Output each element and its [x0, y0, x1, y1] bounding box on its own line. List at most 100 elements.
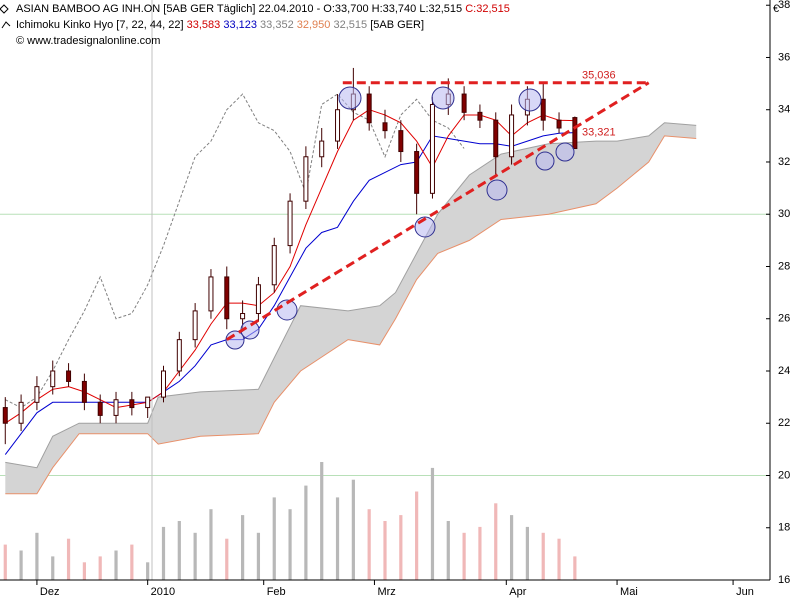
volume-bar: [209, 509, 213, 580]
candle-body: [50, 370, 56, 388]
y-tick-label: 38: [778, 0, 790, 11]
volume-bar: [177, 521, 181, 580]
x-tick-label: Jun: [736, 586, 754, 598]
volume-bar: [509, 515, 514, 580]
touch-circle: [518, 88, 542, 112]
candle-body: [97, 401, 103, 416]
y-tick-label: 32: [778, 156, 790, 168]
volume-bar: [573, 556, 577, 580]
touch-circle: [338, 86, 362, 110]
indicator-value: 32,515: [333, 19, 367, 31]
volume-bar: [478, 526, 482, 580]
touch-circle: [555, 142, 575, 162]
volume-bar: [541, 532, 545, 580]
volume-bar: [335, 497, 340, 580]
volume-bar: [430, 467, 435, 580]
span-a-line: [5, 122, 697, 469]
indicator-value: 33,123: [223, 19, 257, 31]
candle-body: [224, 276, 230, 320]
candle-body: [509, 114, 515, 158]
y-tick-label: 20: [778, 469, 790, 481]
header-line: ASIAN BAMBOO AG INH.ON [5AB GER Täglich]…: [16, 3, 510, 15]
candle-body: [556, 119, 562, 129]
annotation-label: 35,036: [582, 70, 616, 82]
touch-circle: [431, 86, 455, 110]
candle-body: [66, 370, 72, 382]
x-tick-label: Apr: [509, 586, 526, 598]
candle-body: [540, 98, 546, 121]
candle-body: [303, 156, 309, 202]
candle-body: [2, 407, 8, 424]
volume-bar: [272, 497, 276, 580]
volume-bar: [288, 509, 292, 580]
y-tick-label: 18: [778, 522, 790, 534]
candle-body: [81, 380, 87, 403]
volume-bar: [193, 532, 197, 580]
volume-bar: [3, 544, 7, 580]
candle-body: [255, 284, 261, 315]
x-tick-label: Feb: [267, 586, 286, 598]
y-tick-label: 34: [778, 104, 790, 116]
span-b-line: [5, 135, 697, 495]
volume-bar: [114, 550, 118, 580]
touch-circle: [225, 330, 245, 350]
y-tick-label: 36: [778, 51, 790, 63]
volume-bar: [494, 503, 498, 580]
candle-body: [572, 117, 578, 150]
volume-bar: [383, 521, 387, 580]
candle-body: [319, 140, 325, 158]
source: © www.tradesignalonline.com: [16, 35, 160, 47]
volume-bar: [367, 509, 371, 580]
annotation-label: 33,321: [582, 126, 616, 138]
y-tick-label: 30: [778, 208, 790, 220]
candle-body: [176, 339, 182, 372]
volume-bar: [446, 521, 450, 580]
x-tick-label: Mai: [620, 586, 638, 598]
candle-body: [160, 370, 166, 398]
y-tick-label: 22: [778, 417, 790, 429]
y-tick-label: 26: [778, 313, 790, 325]
volume-bar: [19, 550, 23, 580]
overlays: 35,036 33,321: [226, 70, 650, 341]
candle-body: [208, 276, 214, 312]
trendline: [226, 81, 650, 341]
volume-bar: [146, 562, 150, 580]
header-text: ASIAN BAMBOO AG INH.ON [5AB GER Täglich]…: [16, 3, 462, 15]
volume-bar: [256, 532, 261, 580]
candle-body: [335, 109, 341, 142]
volume-bar: [241, 515, 245, 580]
volume-bar: [462, 532, 466, 580]
candle-body: [145, 396, 151, 409]
y-tick-label: 16: [778, 574, 790, 586]
candle-body: [240, 313, 246, 320]
indicator-suffix: [5AB GER]: [370, 19, 424, 31]
volume-bar: [351, 479, 355, 580]
candle-body: [429, 104, 435, 194]
touch-circle: [486, 179, 508, 201]
candle-body: [287, 200, 293, 247]
volume-bar: [130, 544, 134, 580]
indicator-text: Ichimoku Kinko Hyo [7, 22, 44, 22]: [16, 19, 184, 31]
indicator-value: 32,950: [297, 19, 331, 31]
chart-icon: [0, 4, 9, 14]
candle-body: [398, 130, 404, 153]
volume-bar: [35, 532, 39, 580]
volume-bar: [51, 556, 55, 580]
indicator-value: 33,352: [260, 19, 294, 31]
volume-bar: [525, 526, 529, 580]
candle-body: [461, 93, 467, 113]
candle-body: [271, 245, 277, 286]
candle-body: [414, 151, 420, 194]
volume-bar: [82, 562, 86, 580]
touch-circle: [535, 151, 555, 171]
y-tick-label: 24: [778, 365, 790, 377]
x-tick-label: 2010: [151, 586, 175, 598]
candle-body: [34, 386, 40, 403]
chikou-line: [5, 93, 465, 409]
candle-body: [366, 93, 372, 124]
volume-bar: [66, 538, 71, 580]
candle-body: [113, 399, 119, 416]
volume-bar: [557, 538, 561, 580]
